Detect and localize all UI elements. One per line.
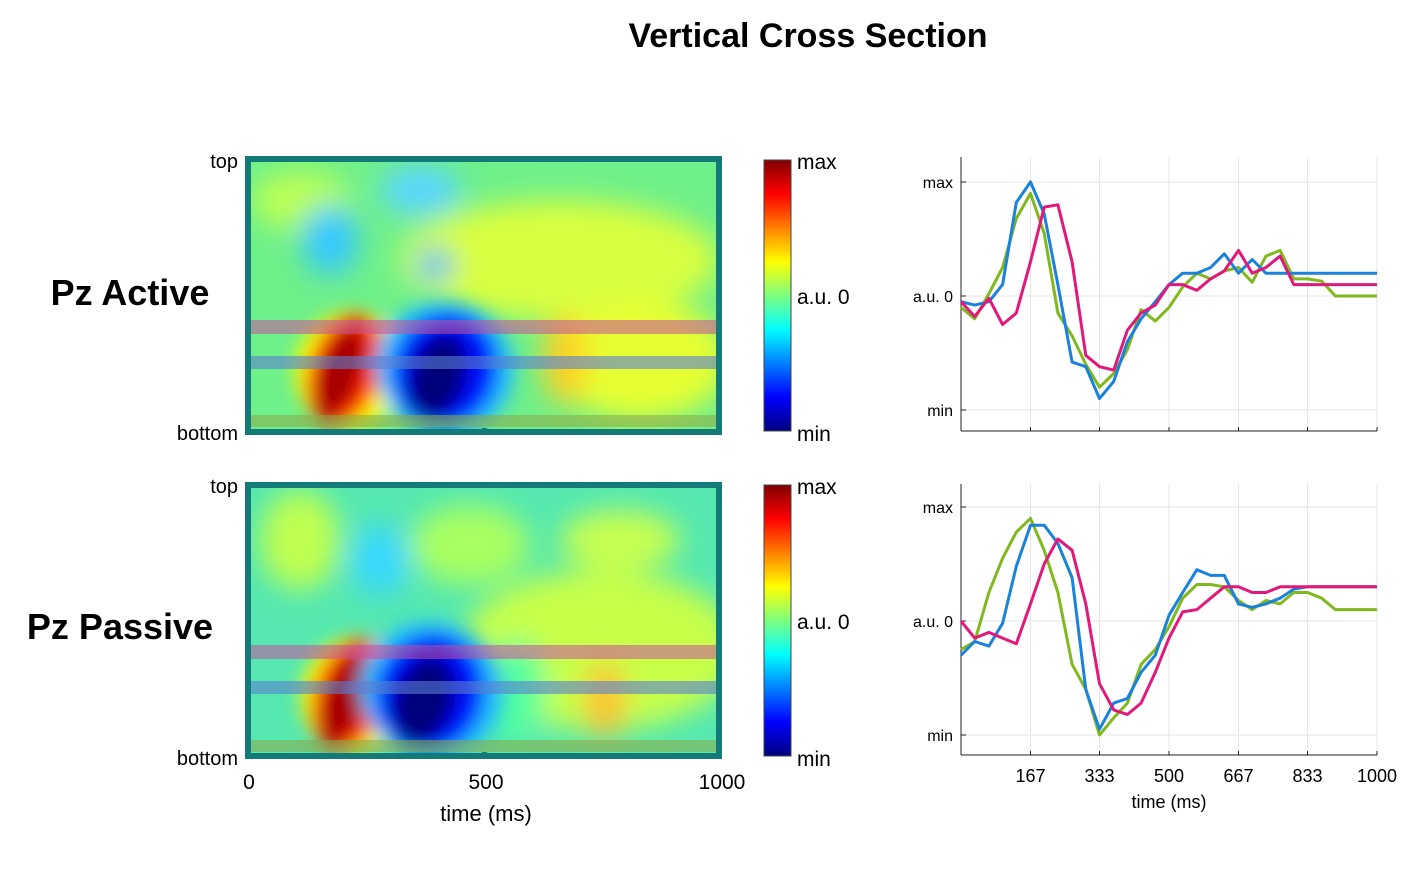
- heatmap-x-tick-0: 0: [243, 771, 255, 794]
- x-tick-label-2: 500: [1154, 766, 1184, 786]
- heatmap-x-tick-1000: 1000: [699, 771, 746, 794]
- heatmap-passive-bottom-label: bottom: [177, 748, 238, 770]
- y-tick-label-2: min: [927, 403, 953, 420]
- heatmap-x-tick-500: 500: [468, 771, 503, 794]
- heatmap-x-label: time (ms): [440, 801, 532, 826]
- x-tick-label-0: 167: [1015, 766, 1045, 786]
- y-tick-label-1: a.u. 0: [913, 289, 953, 306]
- colorbar-active: [763, 159, 792, 432]
- colorbar-active-min: min: [797, 423, 831, 446]
- heatmap-passive: [245, 482, 722, 759]
- x-tick-label-4: 833: [1293, 766, 1323, 786]
- line-chart-active: max a.u. 0 min: [913, 157, 1378, 432]
- y-tick-label-0: max: [923, 175, 953, 192]
- row-label-passive: Pz Passive: [27, 606, 213, 647]
- y-tick-label-1: a.u. 0: [913, 614, 953, 631]
- colorbar-active-max: max: [797, 151, 837, 174]
- series-green-line: [960, 516, 1377, 737]
- heatmap-active-top-label: top: [210, 151, 238, 173]
- colorbar-passive: [763, 484, 792, 757]
- figure-title: Vertical Cross Section: [628, 17, 987, 55]
- heatmap-active-bottom-label: bottom: [177, 423, 238, 445]
- heatmap-active: [245, 156, 722, 435]
- x-tick-label-5: 1000: [1357, 766, 1397, 786]
- colorbar-active-zero: a.u. 0: [797, 286, 850, 309]
- line-x-label: time (ms): [1132, 792, 1207, 812]
- series-magenta-line: [959, 537, 1377, 716]
- y-tick-label-0: max: [923, 500, 953, 517]
- line-chart-passive: max a.u. 0 min 167 333 500 667 833 1000: [913, 484, 1397, 786]
- y-tick-label-2: min: [927, 728, 953, 745]
- heatmap-passive-top-label: top: [210, 476, 238, 498]
- row-label-active: Pz Active: [51, 272, 210, 313]
- colorbar-passive-min: min: [797, 748, 831, 771]
- colorbar-passive-max: max: [797, 476, 837, 499]
- x-tick-label-3: 667: [1223, 766, 1253, 786]
- x-tick-label-1: 333: [1085, 766, 1115, 786]
- series-green-line: [960, 191, 1377, 389]
- colorbar-passive-zero: a.u. 0: [797, 611, 850, 634]
- series-magenta-line: [959, 203, 1377, 372]
